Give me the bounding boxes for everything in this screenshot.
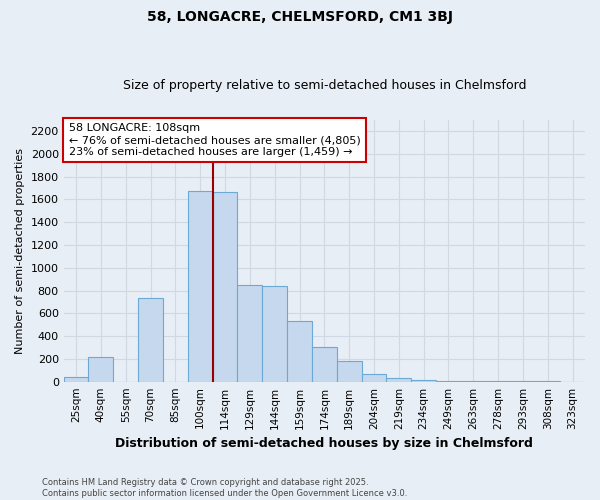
Bar <box>461 381 485 382</box>
Text: 58 LONGACRE: 108sqm
← 76% of semi-detached houses are smaller (4,805)
23% of sem: 58 LONGACRE: 108sqm ← 76% of semi-detach… <box>69 124 361 156</box>
Bar <box>485 381 511 382</box>
Title: Size of property relative to semi-detached houses in Chelmsford: Size of property relative to semi-detach… <box>122 79 526 92</box>
Bar <box>88 356 113 382</box>
Bar <box>386 378 411 382</box>
Text: Contains HM Land Registry data © Crown copyright and database right 2025.
Contai: Contains HM Land Registry data © Crown c… <box>42 478 407 498</box>
Bar <box>238 285 262 382</box>
Bar <box>138 298 163 382</box>
Bar <box>64 376 88 382</box>
Text: 58, LONGACRE, CHELMSFORD, CM1 3BJ: 58, LONGACRE, CHELMSFORD, CM1 3BJ <box>147 10 453 24</box>
Bar <box>212 192 238 382</box>
Bar <box>188 192 212 382</box>
Y-axis label: Number of semi-detached properties: Number of semi-detached properties <box>15 148 25 354</box>
Bar <box>262 286 287 382</box>
Bar <box>287 322 312 382</box>
Bar <box>411 380 436 382</box>
Bar <box>436 380 461 382</box>
Bar <box>337 360 362 382</box>
Bar <box>312 348 337 382</box>
Bar <box>362 374 386 382</box>
X-axis label: Distribution of semi-detached houses by size in Chelmsford: Distribution of semi-detached houses by … <box>115 437 533 450</box>
